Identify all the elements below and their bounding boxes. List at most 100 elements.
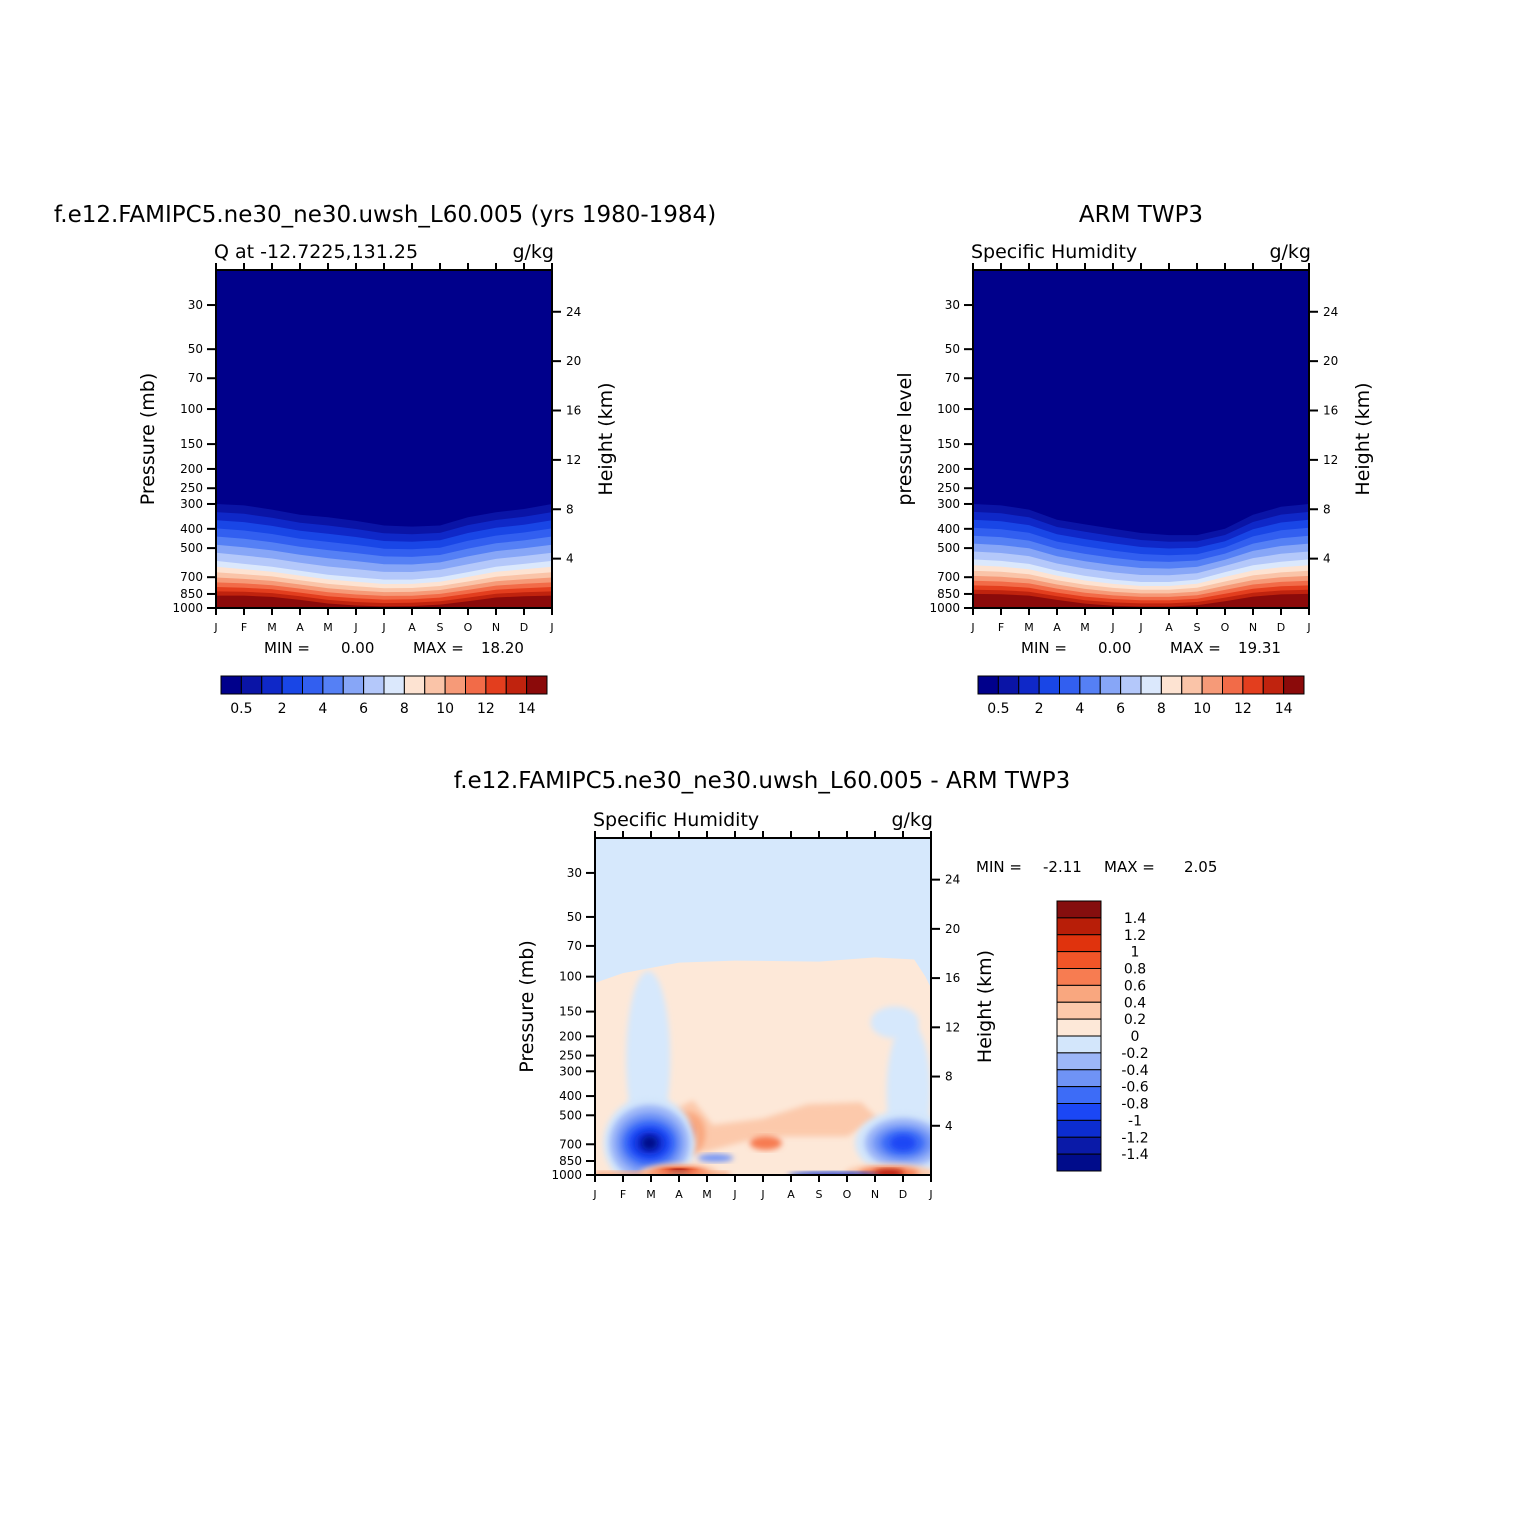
y-tick-label: 70 — [567, 939, 582, 953]
y2-tick-label: 16 — [1323, 404, 1338, 418]
colorbar-swatch — [1181, 675, 1203, 695]
y-tick-label: 1000 — [172, 601, 203, 615]
y-tick-label: 850 — [937, 587, 960, 601]
colorbar-swatch — [302, 675, 324, 695]
colorbar-swatch — [444, 675, 466, 695]
y-tick-label: 400 — [180, 522, 203, 536]
y-tick-label: 100 — [180, 402, 203, 416]
y2-tick-label: 4 — [945, 1119, 953, 1133]
y-tick-label: 850 — [559, 1154, 582, 1168]
colorbar-swatch — [1056, 1153, 1102, 1172]
y-tick-label: 150 — [180, 437, 203, 451]
y-tick-label: 850 — [180, 587, 203, 601]
x-tick-label: J — [1110, 621, 1114, 634]
colorbar-label: 12 — [1234, 701, 1252, 717]
y-tick-label: 1000 — [551, 1168, 582, 1182]
diff-panel-title: f.e12.FAMIPC5.ne30_ne30.uwsh_L60.005 - A… — [454, 768, 1070, 794]
x-tick-label: O — [464, 621, 473, 634]
max-value: 2.05 — [1184, 858, 1217, 876]
contour-band — [870, 1006, 919, 1039]
x-tick-label: O — [1221, 621, 1230, 634]
y-tick-label: 500 — [937, 541, 960, 555]
colorbar-label: 1 — [1131, 945, 1140, 961]
min-value: 0.00 — [341, 639, 374, 657]
contour-band — [595, 1171, 730, 1175]
diff-field — [595, 838, 931, 1175]
y-axis-label: pressure level — [894, 372, 916, 505]
colorbar-swatch — [1056, 968, 1102, 986]
model-panel-title: f.e12.FAMIPC5.ne30_ne30.uwsh_L60.005 (yr… — [54, 202, 716, 228]
y2-axis-label: Height (km) — [974, 950, 996, 1063]
y-tick-label: 100 — [937, 402, 960, 416]
x-tick-label: A — [296, 621, 304, 634]
x-tick-label: M — [702, 1188, 712, 1201]
colorbar-swatch — [424, 675, 446, 695]
min-label: MIN = — [976, 858, 1022, 876]
y-tick-label: 700 — [180, 570, 203, 584]
y2-tick-label: 8 — [566, 502, 574, 516]
colorbar-swatch — [1140, 675, 1162, 695]
y2-axis-label: Height (km) — [1352, 382, 1374, 495]
colorbar-label: 8 — [400, 701, 409, 717]
y2-tick-label: 24 — [566, 305, 581, 319]
y2-tick-label: 12 — [1323, 453, 1338, 467]
colorbar-swatch — [1283, 675, 1305, 695]
y-tick-label: 200 — [180, 462, 203, 476]
y-tick-label: 300 — [180, 497, 203, 511]
y2-tick-label: 16 — [566, 404, 581, 418]
y2-tick-label: 20 — [566, 354, 581, 368]
colorbar-swatch — [1160, 675, 1183, 695]
y-tick-label: 70 — [188, 371, 203, 385]
x-tick-label: J — [549, 621, 553, 634]
colorbar-swatch — [1056, 1052, 1102, 1071]
colorbar-swatch — [1056, 917, 1102, 936]
panel-subtitle: Q at -12.7225,131.25 — [214, 241, 418, 263]
colorbar-label: 10 — [1193, 701, 1211, 717]
colorbar-swatch — [1056, 1035, 1102, 1054]
colorbar-label: 10 — [436, 701, 454, 717]
x-tick-label: A — [787, 1188, 795, 1201]
x-tick-label: N — [492, 621, 500, 634]
contour-band — [216, 595, 552, 608]
y-tick-label: 200 — [559, 1029, 582, 1043]
model-q-panel: J F M A M J J A S O N D J 30 50 70 100 150 200 250 300 400 500… — [137, 241, 617, 717]
max-label: MAX = — [1170, 639, 1221, 657]
x-tick-label: J — [732, 1188, 736, 1201]
obs-q-panel: J F M A M J J A S O N D J 30 50 70 100 150 200 250 300 400 500… — [894, 241, 1374, 717]
colorbar-swatch — [1056, 1069, 1102, 1088]
x-tick-label: A — [675, 1188, 683, 1201]
colorbar-swatch — [342, 675, 365, 695]
x-tick-label: J — [928, 1188, 932, 1201]
y-tick-label: 30 — [567, 866, 582, 880]
x-tick-label: J — [970, 621, 974, 634]
colorbar-swatch — [403, 675, 426, 695]
q-field — [973, 270, 1309, 608]
x-tick-label: S — [437, 621, 444, 634]
y-tick-label: 300 — [937, 497, 960, 511]
x-tick-label: N — [1249, 621, 1257, 634]
colorbar-swatch — [1056, 984, 1102, 1003]
y-tick-label: 50 — [567, 910, 582, 924]
colorbar-label: 0.4 — [1124, 995, 1146, 1011]
x-tick-label: J — [1306, 621, 1310, 634]
y-axis-label: Pressure (mb) — [516, 940, 538, 1073]
colorbar-label: 0 — [1131, 1029, 1140, 1045]
colorbar-swatch — [526, 675, 548, 695]
x-tick-label: J — [760, 1188, 764, 1201]
colorbar-label: 6 — [1116, 701, 1125, 717]
y-axis-label: Pressure (mb) — [137, 373, 159, 506]
colorbar-swatch — [322, 675, 344, 695]
x-tick-label: J — [381, 621, 385, 634]
y2-tick-label: 20 — [945, 922, 960, 936]
max-value: 18.20 — [481, 639, 524, 657]
y2-tick-label: 24 — [945, 873, 960, 887]
colorbar-swatch — [977, 675, 999, 695]
x-tick-label: N — [871, 1188, 879, 1201]
colorbar-swatch — [1222, 675, 1244, 695]
contour-band — [890, 1135, 916, 1152]
y2-tick-label: 8 — [945, 1070, 953, 1084]
y2-tick-label: 4 — [566, 552, 574, 566]
y-tick-label: 70 — [945, 371, 960, 385]
colorbar: 0.5 2 4 6 8 10 12 14 — [220, 675, 548, 717]
y-tick-label: 100 — [559, 970, 582, 984]
